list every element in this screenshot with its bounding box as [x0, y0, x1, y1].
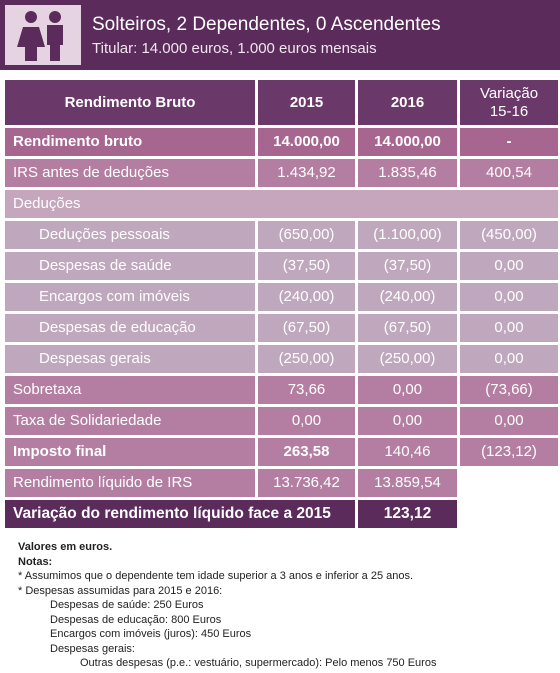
cell-value: 13.736,42	[258, 469, 355, 497]
note-line: * Despesas assumidas para 2015 e 2016:	[18, 584, 223, 597]
cell-value: 0,00	[460, 252, 558, 280]
cell-value: (67,50)	[258, 314, 355, 342]
row-label: Despesas gerais	[5, 345, 255, 373]
note-line: Encargos com imóveis (juros): 450 Euros	[50, 628, 252, 640]
cell-value: 0,00	[460, 314, 558, 342]
cell-value: 0,00	[460, 407, 558, 435]
cell-value: (240,00)	[258, 283, 355, 311]
column-header: Variação 15-16	[460, 80, 558, 125]
cell-value: 400,54	[460, 159, 558, 187]
row-label: Despesas de saúde	[5, 252, 255, 280]
cell-value: (73,66)	[460, 376, 558, 404]
cell-value: 1.835,46	[358, 159, 457, 187]
column-header: Rendimento Bruto	[5, 80, 255, 125]
note-line: Despesas de saúde: 250 Euros	[50, 599, 204, 611]
cell-value: 73,66	[258, 376, 355, 404]
cell-value: 0,00	[358, 376, 457, 404]
cell-value: 14.000,00	[258, 128, 355, 156]
cell-value: 263,58	[258, 438, 355, 466]
cell-value: 1.434,92	[258, 159, 355, 187]
row-label: Sobretaxa	[5, 376, 255, 404]
cell-value: 140,46	[358, 438, 457, 466]
cell-value: (250,00)	[258, 345, 355, 373]
notes: Valores em euros. Notas: * Assumimos que o…	[18, 540, 436, 671]
cell-value: (650,00)	[258, 221, 355, 249]
cell-value: -	[460, 128, 558, 156]
row-label: Imposto final	[5, 438, 255, 466]
header: Solteiros, 2 Dependentes, 0 Ascendentes …	[0, 0, 560, 70]
title: Solteiros, 2 Dependentes, 0 Ascendentes	[92, 14, 441, 35]
cell-value: 0,00	[460, 283, 558, 311]
row-label: Deduções	[5, 190, 558, 218]
row-label: Deduções pessoais	[5, 221, 255, 249]
row-label: Rendimento líquido de IRS	[5, 469, 255, 497]
cell-value: 123,12	[358, 500, 457, 528]
row-label: Rendimento bruto	[5, 128, 255, 156]
note-line: * Assumimos que o dependente tem idade s…	[18, 570, 414, 582]
icon	[5, 5, 81, 65]
cell-value: 0,00	[258, 407, 355, 435]
cell-value: (250,00)	[358, 345, 457, 373]
note-line: Outras despesas (p.e.: vestuário, superm…	[80, 657, 437, 669]
note-line: Notas:	[18, 555, 53, 568]
row-label: Encargos com imóveis	[5, 283, 255, 311]
cell-value: (240,00)	[358, 283, 457, 311]
note-line: Despesas de educação: 800 Euros	[50, 613, 222, 626]
row-label: IRS antes de deduções	[5, 159, 255, 187]
cell-value: (1.100,00)	[358, 221, 457, 249]
column-header: 2016	[358, 80, 457, 125]
subtitle: Titular: 14.000 euros, 1.000 euros mensa…	[92, 40, 377, 57]
column-header: 2015	[258, 80, 355, 125]
cell-value: (67,50)	[358, 314, 457, 342]
row-label: Taxa de Solidariedade	[5, 407, 255, 435]
row-label: Variação do rendimento líquido face a 20…	[5, 500, 355, 528]
cell-value: 0,00	[460, 345, 558, 373]
cell-value: 14.000,00	[358, 128, 457, 156]
cell-value: (123,12)	[460, 438, 558, 466]
note-line: Despesas gerais:	[50, 642, 135, 655]
note-line: Valores em euros.	[18, 541, 113, 553]
cell-value: (37,50)	[358, 252, 457, 280]
cell-value: (450,00)	[460, 221, 558, 249]
row-label: Despesas de educação	[5, 314, 255, 342]
cell-value: 0,00	[358, 407, 457, 435]
cell-value: (37,50)	[258, 252, 355, 280]
cell-value: 13.859,54	[358, 469, 457, 497]
